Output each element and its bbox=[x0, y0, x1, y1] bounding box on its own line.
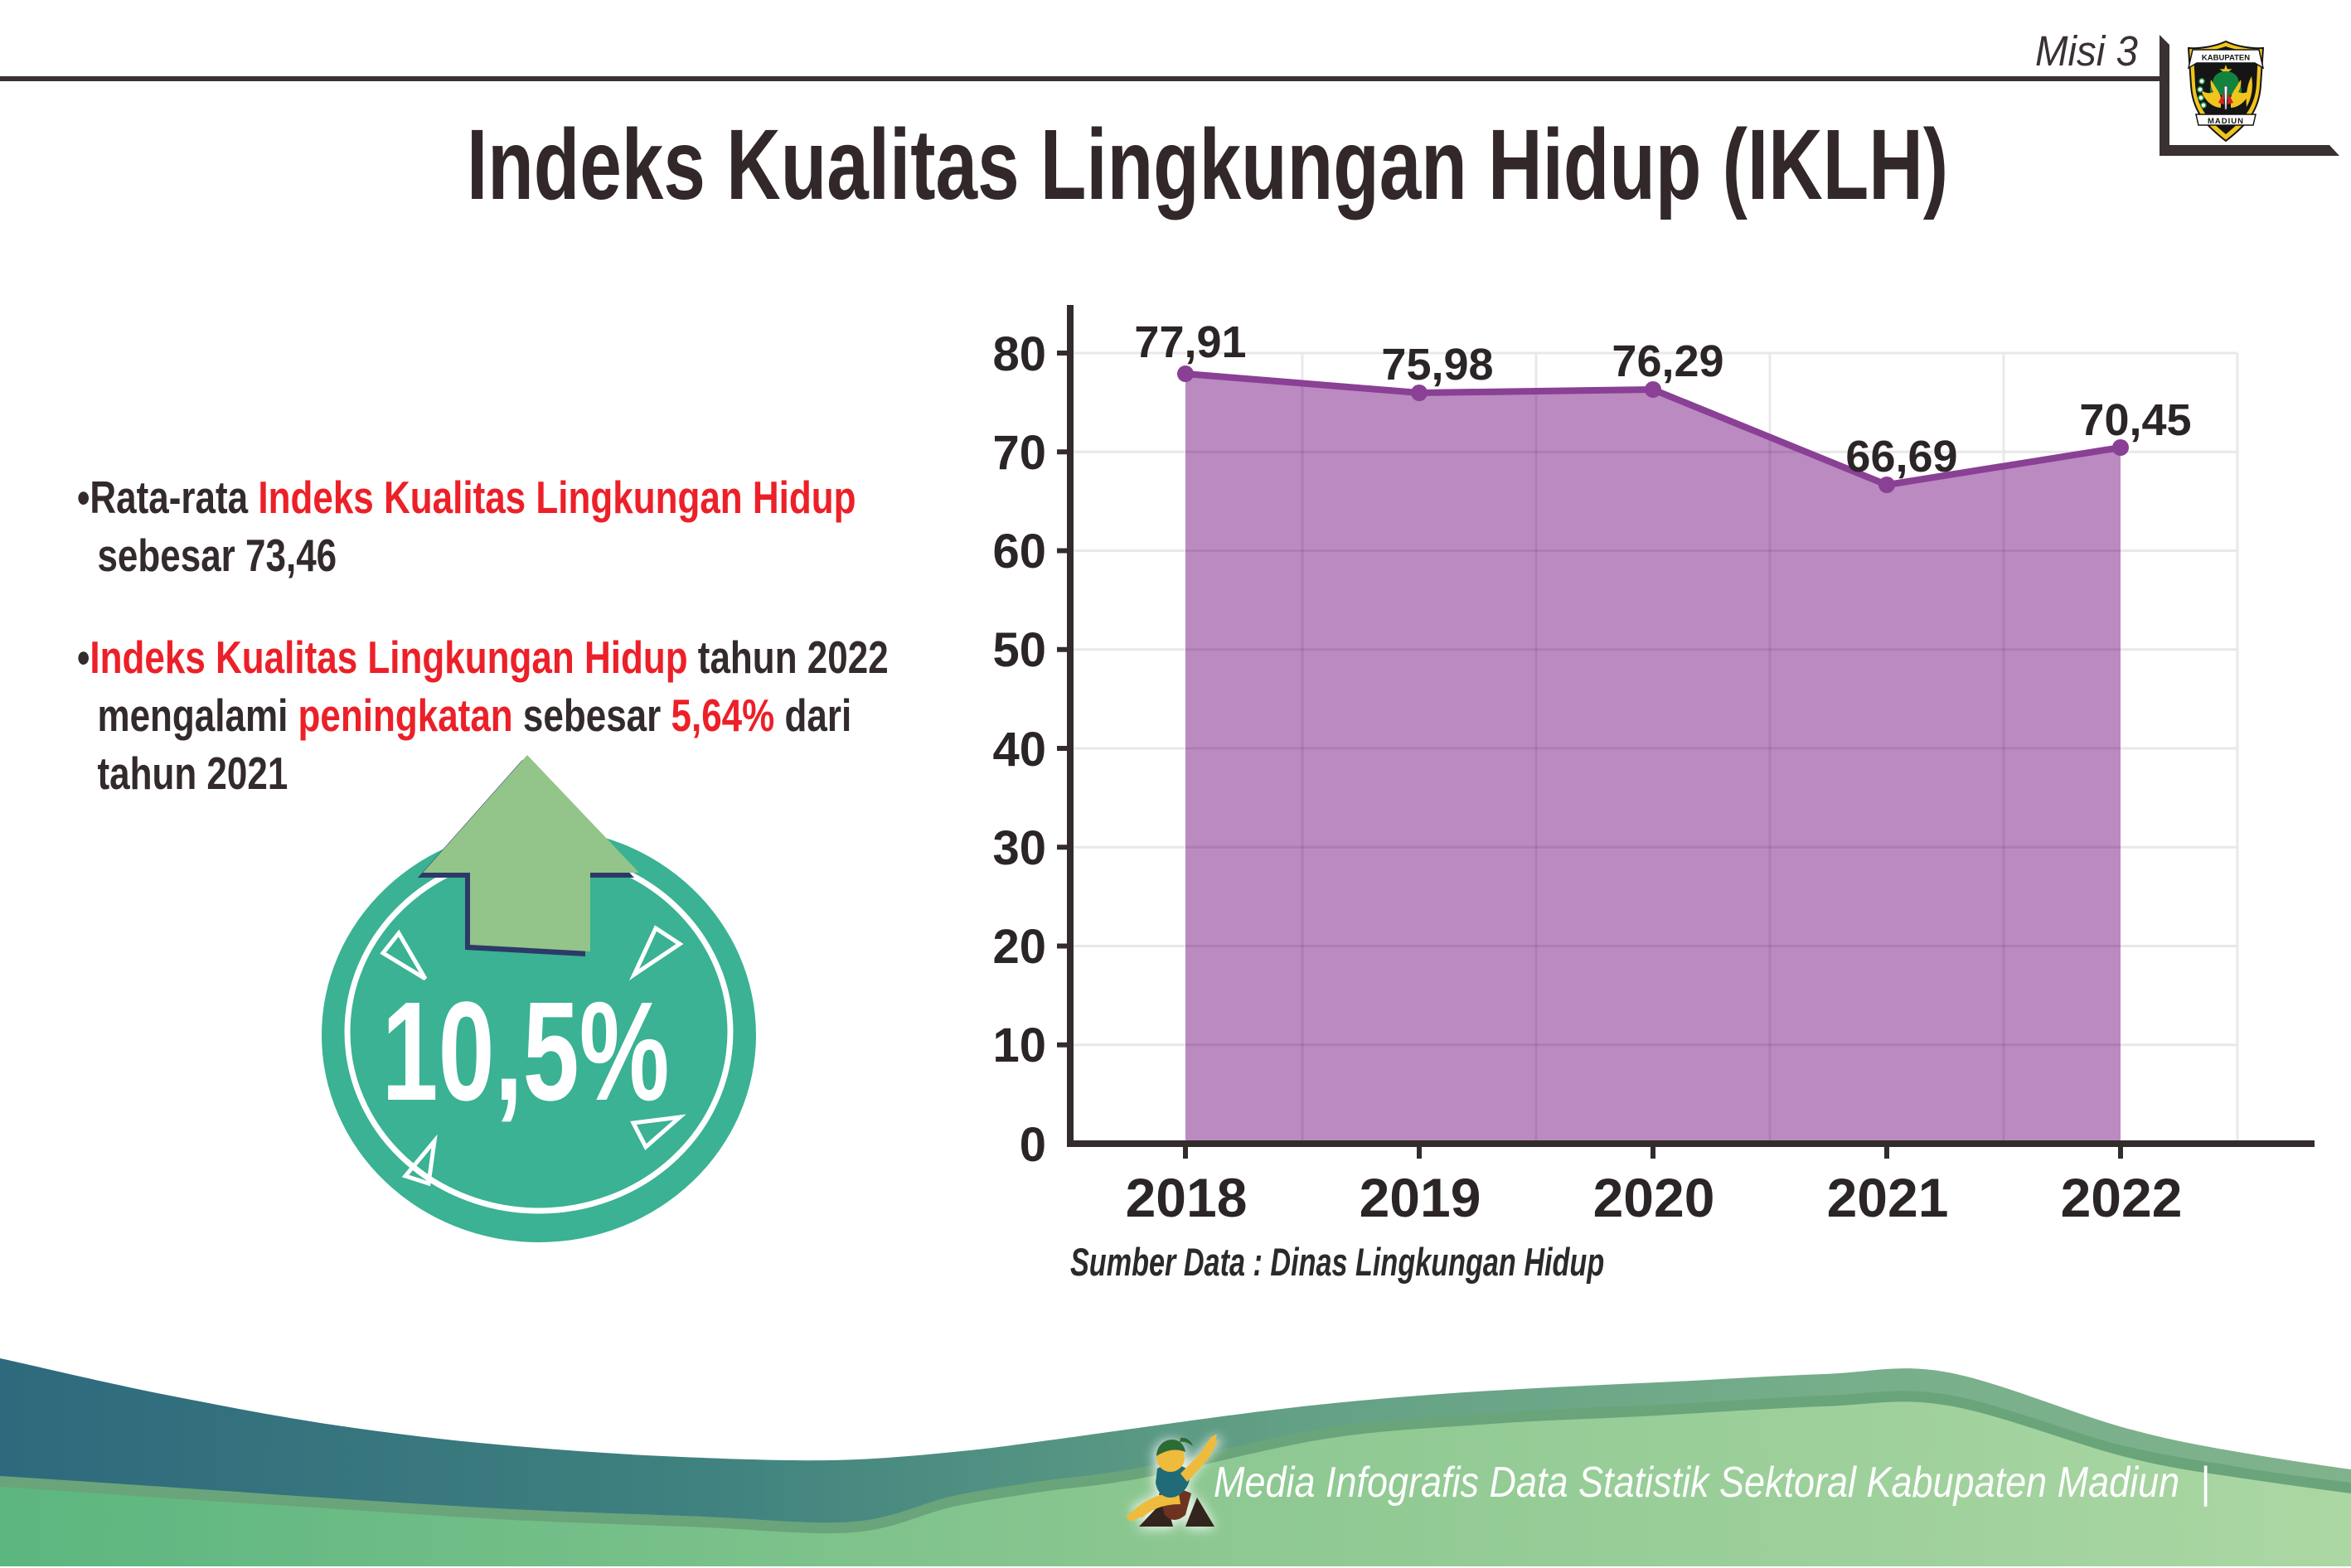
svg-text:Sumber Data : Dinas Lingkungan: Sumber Data : Dinas Lingkungan Hidup bbox=[1070, 1241, 1604, 1285]
svg-text:77,91: 77,91 bbox=[1134, 317, 1246, 367]
svg-text:0: 0 bbox=[1020, 1118, 1046, 1172]
svg-text:40: 40 bbox=[992, 723, 1046, 777]
svg-text:60: 60 bbox=[992, 525, 1046, 578]
svg-text:66,69: 66,69 bbox=[1845, 432, 1957, 482]
svg-text:20: 20 bbox=[992, 920, 1046, 974]
svg-text:10: 10 bbox=[992, 1019, 1046, 1072]
svg-text:10,5%: 10,5% bbox=[381, 973, 669, 1130]
svg-text:70: 70 bbox=[992, 426, 1046, 480]
svg-text:80: 80 bbox=[992, 327, 1046, 381]
svg-text:30: 30 bbox=[992, 821, 1046, 875]
svg-text:76,29: 76,29 bbox=[1612, 336, 1723, 386]
svg-text:MADIUN: MADIUN bbox=[2208, 117, 2244, 126]
svg-text:70,45: 70,45 bbox=[2079, 395, 2191, 445]
svg-text:2018: 2018 bbox=[1126, 1167, 1248, 1228]
svg-text:2021: 2021 bbox=[1827, 1167, 1949, 1228]
svg-text:2019: 2019 bbox=[1360, 1167, 1481, 1228]
svg-text:2020: 2020 bbox=[1593, 1167, 1715, 1228]
svg-text:2022: 2022 bbox=[2061, 1167, 2183, 1228]
svg-text:50: 50 bbox=[992, 623, 1046, 677]
svg-text:75,98: 75,98 bbox=[1381, 340, 1493, 390]
svg-text:KABUPATEN: KABUPATEN bbox=[2202, 54, 2250, 63]
